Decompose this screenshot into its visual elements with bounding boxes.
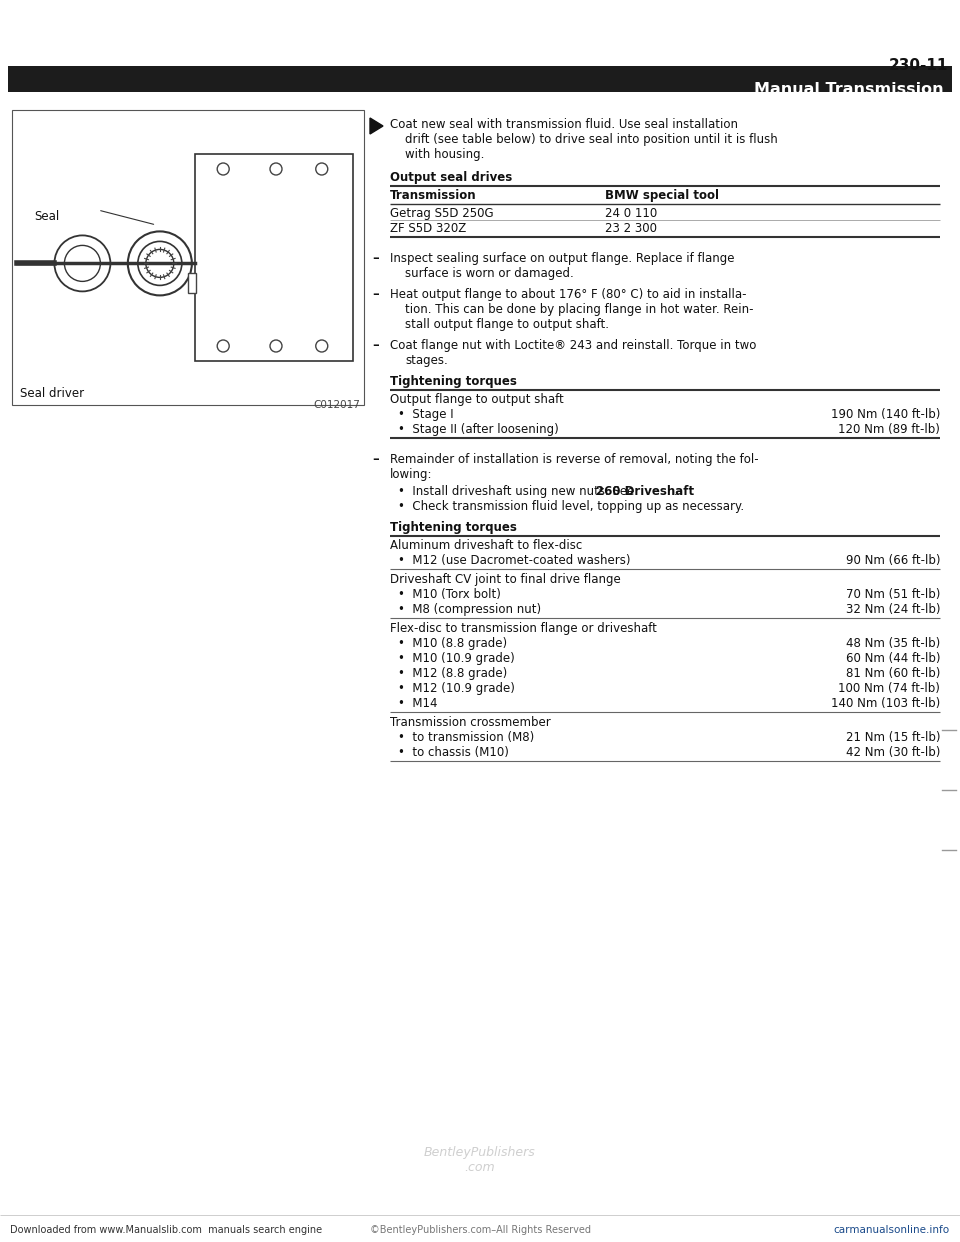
Text: •  M14: • M14 — [398, 697, 438, 710]
Text: •  Stage I: • Stage I — [398, 409, 454, 421]
Text: Coat flange nut with Loctite® 243 and reinstall. Torque in two: Coat flange nut with Loctite® 243 and re… — [390, 339, 756, 351]
Bar — [8, 66, 952, 92]
Text: Output seal drives: Output seal drives — [390, 171, 513, 184]
Circle shape — [55, 236, 110, 292]
Text: Transmission: Transmission — [390, 189, 476, 202]
Text: •  M12 (10.9 grade): • M12 (10.9 grade) — [398, 682, 515, 696]
Circle shape — [270, 163, 282, 175]
Bar — [12, 111, 364, 405]
Text: Output flange to output shaft: Output flange to output shaft — [390, 392, 564, 406]
Text: •  to transmission (M8): • to transmission (M8) — [398, 732, 535, 744]
Text: C012017: C012017 — [313, 400, 360, 410]
Text: BMW special tool: BMW special tool — [605, 189, 719, 202]
Text: drift (see table below) to drive seal into position until it is flush: drift (see table below) to drive seal in… — [405, 133, 778, 147]
Circle shape — [138, 241, 181, 286]
Text: carmanualsonline.info: carmanualsonline.info — [834, 1225, 950, 1235]
Text: lowing:: lowing: — [390, 468, 433, 481]
Text: tion. This can be done by placing flange in hot water. Rein-: tion. This can be done by placing flange… — [405, 303, 754, 315]
Text: Aluminum driveshaft to flex-disc: Aluminum driveshaft to flex-disc — [390, 539, 583, 551]
Text: Flex-disc to transmission flange or driveshaft: Flex-disc to transmission flange or driv… — [390, 622, 657, 635]
Polygon shape — [370, 118, 383, 134]
Bar — [195, 154, 353, 360]
Circle shape — [316, 163, 327, 175]
Circle shape — [64, 246, 101, 282]
Circle shape — [270, 340, 282, 351]
Text: 90 Nm (66 ft-lb): 90 Nm (66 ft-lb) — [846, 554, 940, 568]
Text: •  Check transmission fluid level, topping up as necessary.: • Check transmission fluid level, toppin… — [398, 501, 744, 513]
Text: –: – — [372, 288, 379, 301]
Text: Seal: Seal — [34, 210, 60, 224]
Circle shape — [316, 340, 327, 351]
Bar — [188, 273, 196, 293]
Text: BentleyPublishers
.com: BentleyPublishers .com — [424, 1146, 536, 1174]
Text: 24 0 110: 24 0 110 — [605, 207, 658, 220]
Text: 23 2 300: 23 2 300 — [605, 222, 657, 235]
Text: Inspect sealing surface on output flange. Replace if flange: Inspect sealing surface on output flange… — [390, 252, 734, 265]
Text: •  Stage II (after loosening): • Stage II (after loosening) — [398, 424, 559, 436]
Text: 32 Nm (24 ft-lb): 32 Nm (24 ft-lb) — [846, 604, 940, 616]
Text: Tightening torques: Tightening torques — [390, 375, 516, 388]
Text: 60 Nm (44 ft-lb): 60 Nm (44 ft-lb) — [846, 652, 940, 664]
Text: •  Install driveshaft using new nuts. See: • Install driveshaft using new nuts. See — [398, 484, 638, 498]
Text: stages.: stages. — [405, 354, 447, 366]
Text: with housing.: with housing. — [405, 148, 485, 161]
Text: Heat output flange to about 176° F (80° C) to aid in installa-: Heat output flange to about 176° F (80° … — [390, 288, 747, 301]
Text: 230-11: 230-11 — [889, 58, 948, 73]
Text: 120 Nm (89 ft-lb): 120 Nm (89 ft-lb) — [838, 424, 940, 436]
Text: •  M8 (compression nut): • M8 (compression nut) — [398, 604, 541, 616]
Text: Driveshaft CV joint to final drive flange: Driveshaft CV joint to final drive flang… — [390, 573, 621, 586]
Text: 42 Nm (30 ft-lb): 42 Nm (30 ft-lb) — [846, 746, 940, 759]
Text: ZF S5D 320Z: ZF S5D 320Z — [390, 222, 467, 235]
Circle shape — [217, 340, 229, 351]
Text: Downloaded from www.Manualslib.com  manuals search engine: Downloaded from www.Manualslib.com manua… — [10, 1225, 323, 1235]
Text: Manual Transmission: Manual Transmission — [755, 82, 944, 97]
Text: •  M10 (8.8 grade): • M10 (8.8 grade) — [398, 637, 507, 650]
Text: 48 Nm (35 ft-lb): 48 Nm (35 ft-lb) — [846, 637, 940, 650]
Circle shape — [217, 163, 229, 175]
Text: stall output flange to output shaft.: stall output flange to output shaft. — [405, 318, 609, 332]
Text: •  M12 (use Dacromet-coated washers): • M12 (use Dacromet-coated washers) — [398, 554, 631, 568]
Text: •  M10 (Torx bolt): • M10 (Torx bolt) — [398, 587, 501, 601]
Text: Coat new seal with transmission fluid. Use seal installation: Coat new seal with transmission fluid. U… — [390, 118, 738, 130]
Text: •  to chassis (M10): • to chassis (M10) — [398, 746, 509, 759]
Text: –: – — [372, 453, 379, 466]
Text: Seal driver: Seal driver — [20, 388, 84, 400]
Text: 190 Nm (140 ft-lb): 190 Nm (140 ft-lb) — [830, 409, 940, 421]
Text: 81 Nm (60 ft-lb): 81 Nm (60 ft-lb) — [846, 667, 940, 681]
Text: .: . — [674, 484, 678, 498]
Circle shape — [146, 250, 174, 277]
Text: surface is worn or damaged.: surface is worn or damaged. — [405, 267, 574, 279]
Text: Remainder of installation is reverse of removal, noting the fol-: Remainder of installation is reverse of … — [390, 453, 758, 466]
Text: 260 Driveshaft: 260 Driveshaft — [596, 484, 694, 498]
Text: •  M12 (8.8 grade): • M12 (8.8 grade) — [398, 667, 507, 681]
Text: •  M10 (10.9 grade): • M10 (10.9 grade) — [398, 652, 515, 664]
Text: Transmission crossmember: Transmission crossmember — [390, 715, 551, 729]
Text: –: – — [372, 339, 379, 351]
Text: 100 Nm (74 ft-lb): 100 Nm (74 ft-lb) — [838, 682, 940, 696]
Text: 70 Nm (51 ft-lb): 70 Nm (51 ft-lb) — [846, 587, 940, 601]
Text: 21 Nm (15 ft-lb): 21 Nm (15 ft-lb) — [846, 732, 940, 744]
Text: 140 Nm (103 ft-lb): 140 Nm (103 ft-lb) — [830, 697, 940, 710]
Text: –: – — [372, 252, 379, 265]
Text: Getrag S5D 250G: Getrag S5D 250G — [390, 207, 493, 220]
Text: ©BentleyPublishers.com–All Rights Reserved: ©BentleyPublishers.com–All Rights Reserv… — [370, 1225, 590, 1235]
Circle shape — [128, 231, 192, 296]
Text: Tightening torques: Tightening torques — [390, 520, 516, 534]
